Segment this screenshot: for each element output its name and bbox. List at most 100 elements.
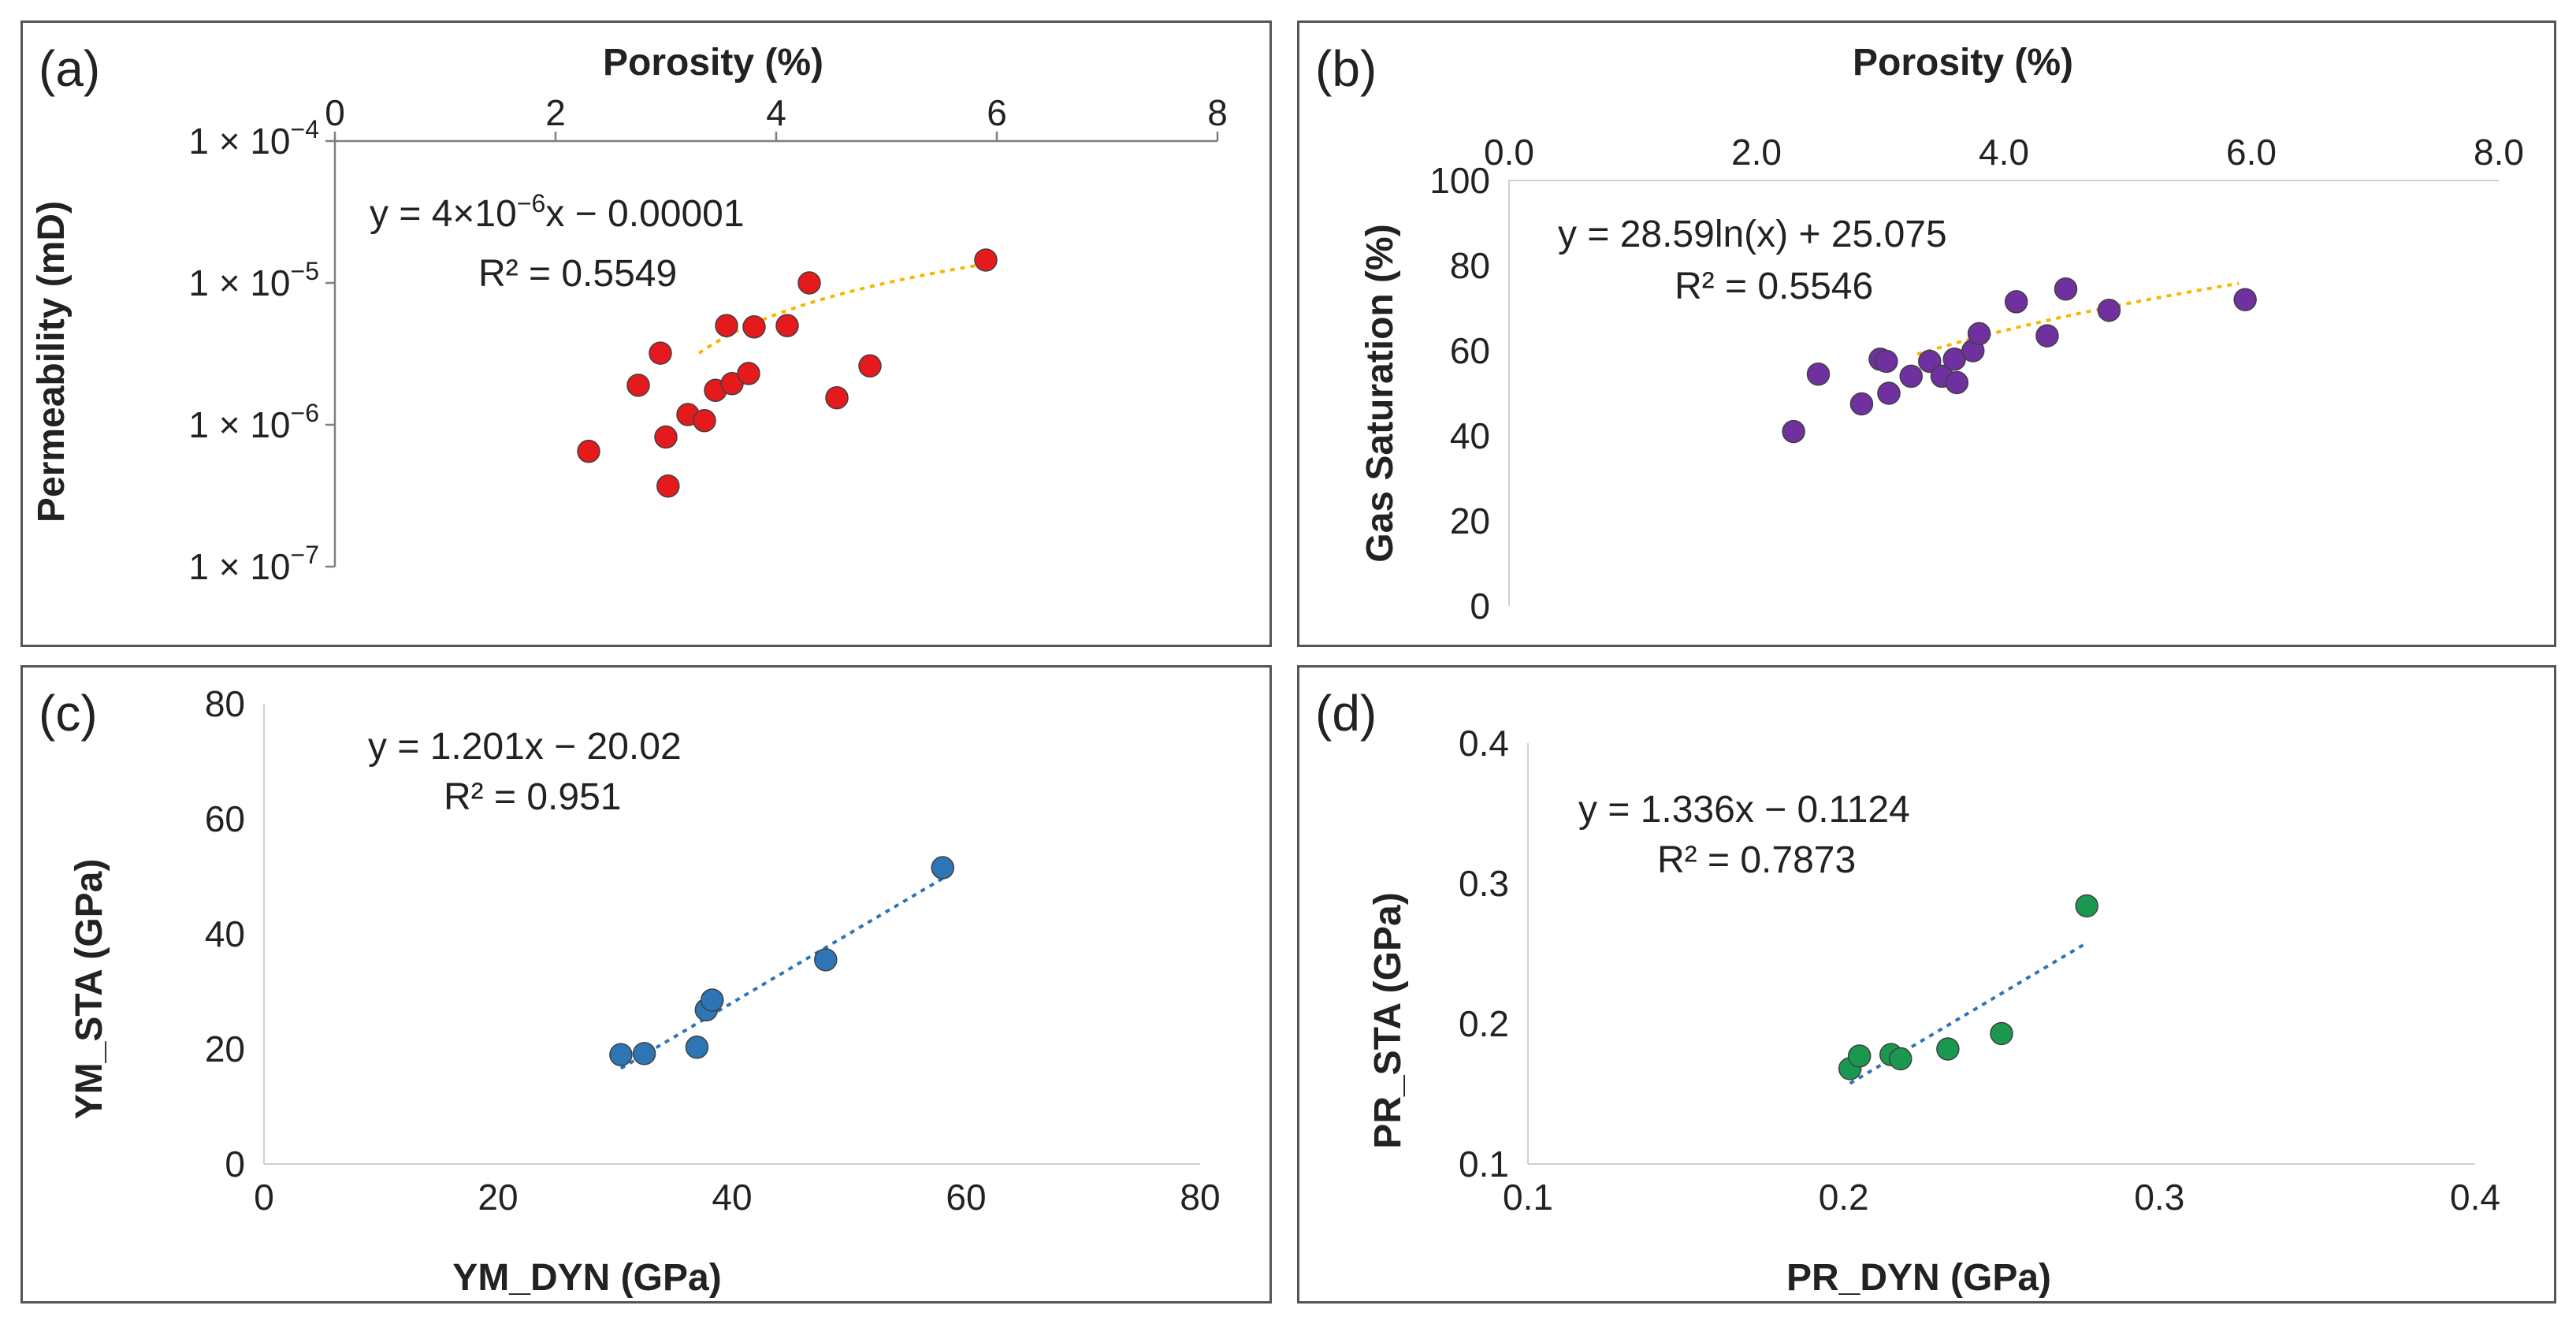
panel-label-d: (d) xyxy=(1315,685,1377,742)
data-point xyxy=(656,474,680,498)
equation-c: y = 1.201x − 20.02 xyxy=(368,726,682,768)
data-point xyxy=(1945,370,1969,395)
data-point xyxy=(1899,364,1923,389)
data-point xyxy=(974,248,998,272)
y-axis-title-d: PR_STA (GPa) xyxy=(1367,892,1409,1148)
y-tick-label: 1 × 10−7 xyxy=(188,541,319,587)
data-point xyxy=(797,271,821,295)
y-tick-label: 20 xyxy=(1450,500,1490,541)
panel-label-c: (c) xyxy=(39,685,98,742)
data-point xyxy=(2097,298,2121,322)
x-tick-label: 0.1 xyxy=(1503,1177,1553,1218)
trendline-c xyxy=(619,876,944,1070)
data-point xyxy=(2075,894,2098,918)
data-point xyxy=(2233,288,2257,311)
y-tick-label: 60 xyxy=(205,798,245,839)
data-point xyxy=(737,362,760,385)
data-point xyxy=(1847,1044,1872,1068)
equation-d: y = 1.336x − 0.1124 xyxy=(1578,789,1910,831)
y-tick-label: 0.1 xyxy=(1459,1144,1509,1185)
x-tick-label: 80 xyxy=(1180,1177,1220,1218)
y-tick-label: 0.4 xyxy=(1459,723,1509,764)
x-axis-title-a: Porosity (%) xyxy=(603,42,823,84)
data-point xyxy=(2004,290,2028,314)
chart-a-svg: (a) Porosity (%) Permeability (mD) 0 2 4 6 8… xyxy=(31,40,1228,587)
x-tick-label: 4.0 xyxy=(1979,132,2029,173)
panel-b: (b) Porosity (%) Gas Saturation (%) 0.0 2… xyxy=(1297,20,2556,647)
data-point xyxy=(2054,277,2078,301)
data-point xyxy=(931,856,955,880)
x-tick-label: 60 xyxy=(946,1177,986,1218)
y-tick-label: 0 xyxy=(225,1144,245,1185)
y-tick-label: 0.2 xyxy=(1459,1003,1509,1044)
y-tick-label: 1 × 10−6 xyxy=(188,399,319,445)
data-point xyxy=(1877,381,1901,405)
x-tick-label: 6.0 xyxy=(2226,132,2277,173)
data-point xyxy=(742,315,766,339)
data-point xyxy=(1889,1047,1912,1071)
x-tick-label: 4 xyxy=(766,92,786,133)
y-axis-title-c: YM_STA (GPa) xyxy=(69,859,110,1120)
data-point xyxy=(715,314,738,337)
equation-a: y = 4×10−6x − 0.00001 xyxy=(370,189,745,235)
data-point xyxy=(825,385,849,410)
data-point xyxy=(577,439,600,463)
data-point xyxy=(814,948,838,972)
data-point xyxy=(1806,362,1831,386)
y-tick-label: 100 xyxy=(1429,160,1490,201)
data-point xyxy=(1967,322,1991,346)
y-tick-label: 40 xyxy=(1450,415,1490,456)
data-point xyxy=(654,425,678,449)
data-point xyxy=(2035,324,2059,348)
data-point xyxy=(1990,1021,2013,1046)
data-point xyxy=(775,314,799,337)
data-point xyxy=(609,1043,633,1067)
panel-c: (c) YM_DYN (GPa) YM_STA (GPa) 0 20 40 60 80 … xyxy=(20,665,1272,1304)
x-tick-label: 0 xyxy=(254,1177,274,1218)
x-tick-label: 2.0 xyxy=(1731,132,1782,173)
r2-c: R² = 0.951 xyxy=(444,776,621,818)
x-tick-label: 20 xyxy=(478,1177,518,1218)
data-point xyxy=(1849,392,1874,416)
y-axis-title-a: Permeability (mD) xyxy=(31,201,72,523)
r2-d: R² = 0.7873 xyxy=(1657,839,1856,881)
data-point xyxy=(649,341,672,365)
panel-label-b: (b) xyxy=(1315,40,1377,97)
x-tick-label: 8 xyxy=(1207,92,1228,133)
x-tick-label: 0 xyxy=(325,92,345,133)
equation-b: y = 28.59ln(x) + 25.075 xyxy=(1558,214,1947,255)
data-point xyxy=(701,988,724,1012)
data-point xyxy=(1782,419,1805,444)
data-point xyxy=(858,354,882,378)
y-tick-label: 80 xyxy=(205,683,245,724)
data-point xyxy=(626,374,650,397)
panel-a: (a) Porosity (%) Permeability (mD) 0 2 4 6 8… xyxy=(20,20,1272,647)
chart-c-svg: (c) YM_DYN (GPa) YM_STA (GPa) 0 20 40 60 80 … xyxy=(39,683,1221,1299)
x-tick-label: 0.4 xyxy=(2450,1177,2500,1218)
chart-d-svg: (d) PR_DYN (GPa) PR_STA (GPa) 0.1 0.2 0.3 0… xyxy=(1315,685,2500,1299)
trendline-a xyxy=(697,262,987,355)
panel-d: (d) PR_DYN (GPa) PR_STA (GPa) 0.1 0.2 0.3 0… xyxy=(1297,665,2556,1304)
y-tick-label: 40 xyxy=(205,913,245,954)
x-tick-label: 0.2 xyxy=(1819,1177,1869,1218)
y-tick-label: 0.3 xyxy=(1459,863,1509,904)
x-axis-title-c: YM_DYN (GPa) xyxy=(452,1257,721,1299)
x-tick-label: 2 xyxy=(545,92,566,133)
panel-label-a: (a) xyxy=(39,40,100,97)
x-axis-title-d: PR_DYN (GPa) xyxy=(1786,1257,2051,1299)
data-point xyxy=(632,1042,656,1066)
y-tick-label: 1 × 10−5 xyxy=(188,257,319,303)
x-tick-label: 0.0 xyxy=(1484,132,1534,173)
r2-a: R² = 0.5549 xyxy=(478,253,677,295)
y-tick-label: 80 xyxy=(1450,245,1490,286)
x-tick-label: 6 xyxy=(987,92,1007,133)
x-tick-label: 0.3 xyxy=(2134,1177,2184,1218)
x-tick-label: 40 xyxy=(712,1177,752,1218)
y-tick-label: 0 xyxy=(1470,586,1490,627)
data-point xyxy=(693,408,716,433)
y-tick-label: 60 xyxy=(1450,330,1490,371)
r2-b: R² = 0.5546 xyxy=(1675,266,1873,307)
chart-b-svg: (b) Porosity (%) Gas Saturation (%) 0.0 2… xyxy=(1315,40,2524,627)
y-tick-label: 1 × 10−4 xyxy=(188,115,319,162)
data-point xyxy=(1936,1037,1960,1061)
